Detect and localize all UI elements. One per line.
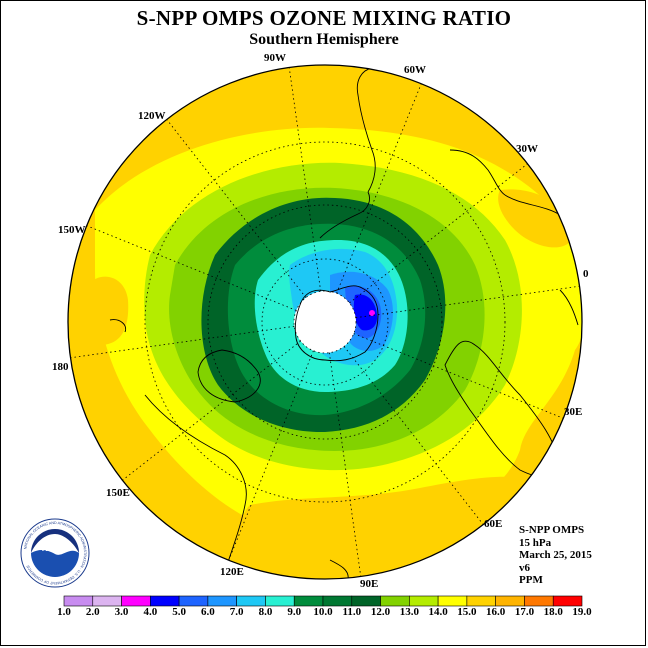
noaa-logo-text: NOAA [42, 543, 69, 553]
colorbar-tick-label: 8.0 [258, 606, 273, 618]
colorbar-tick-label: 1.0 [57, 606, 71, 618]
longitude-label: 120W [138, 110, 166, 122]
meridian-line [122, 340, 301, 481]
meridian-line [166, 119, 307, 298]
band-4-5 [353, 294, 378, 331]
colorbar-tick-label: 15.0 [457, 606, 477, 618]
longitude-label: 150W [58, 224, 86, 236]
colorbar-tick-label: 5.0 [172, 606, 186, 618]
colorbar-tick-label: 3.0 [114, 606, 129, 618]
minimum-spot [369, 310, 375, 316]
colorbar-tick-label: 7.0 [229, 606, 244, 618]
longitude-label: 90E [360, 578, 379, 590]
longitude-label: 120E [220, 566, 244, 578]
noaa-logo: NOAA NATIONAL OCEANIC AND ATMOSPHERIC AD… [20, 518, 90, 588]
map-boundary [67, 64, 583, 580]
meridian-line [228, 350, 314, 561]
colorbar-tick-label: 13.0 [399, 606, 419, 618]
colorbar-tick-label: 10.0 [313, 606, 333, 618]
colorbar-tick-label: 11.0 [342, 606, 362, 618]
meridians [70, 67, 580, 577]
longitude-label: 30W [516, 143, 538, 155]
info-block: S-NPP OMPS 15 hPa March 25, 2015 v6 PPM [519, 524, 592, 587]
colorbar-tick-label: 19.0 [572, 606, 592, 618]
colorbar-tick-label: 6.0 [201, 606, 215, 618]
meridian-line [343, 346, 484, 525]
latitude-circles [144, 141, 506, 503]
polar-cap [294, 291, 356, 353]
page-subtitle: Southern Hemisphere [249, 31, 399, 48]
meridian-line [328, 352, 362, 577]
meridian-line [288, 67, 322, 292]
info-units: PPM [519, 574, 543, 587]
meridian-line [355, 285, 580, 319]
orange-patch-west [85, 276, 129, 345]
colorbar-tick-label: 17.0 [514, 606, 535, 618]
coastlines [109, 67, 579, 579]
info-level: 15 hPa [519, 536, 552, 549]
longitude-label: 60E [484, 518, 503, 530]
meridian-line [336, 83, 422, 294]
longitude-label: 30E [564, 406, 583, 418]
info-date: March 25, 2015 [519, 549, 592, 562]
colorbar-tick-label: 12.0 [370, 606, 391, 618]
longitude-label: 60W [404, 64, 426, 76]
longitude-label: 180 [52, 361, 69, 373]
colorbar-tick-label: 4.0 [143, 606, 158, 618]
colorbar-tick-label: 18.0 [543, 606, 563, 618]
longitude-label: 90W [264, 52, 286, 64]
colorbar-tick-label: 16.0 [486, 606, 506, 618]
colorbar-tick-label: 14.0 [428, 606, 448, 618]
meridian-line [70, 325, 295, 359]
info-instrument: S-NPP OMPS [519, 524, 585, 536]
longitude-label: 0 [583, 268, 589, 280]
meridian-line [353, 333, 564, 419]
meridian-line [86, 225, 297, 311]
meridian-line [349, 163, 528, 304]
longitude-label: 150E [106, 487, 130, 499]
info-version: v6 [519, 561, 530, 574]
colorbar-tick-label: 9.0 [287, 606, 302, 618]
colorbar-tick-label: 2.0 [85, 606, 100, 618]
page-title: S-NPP OMPS OZONE MIXING RATIO [136, 6, 512, 30]
